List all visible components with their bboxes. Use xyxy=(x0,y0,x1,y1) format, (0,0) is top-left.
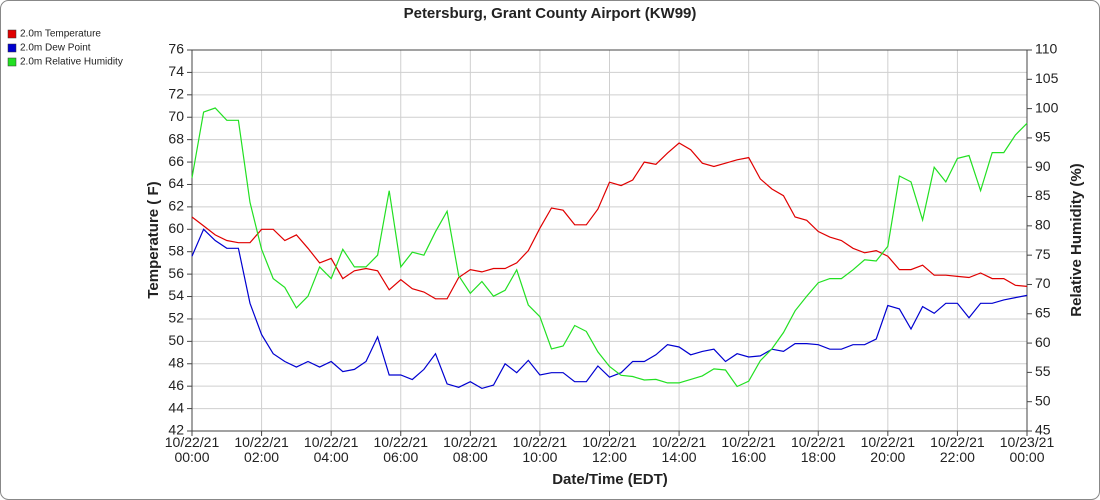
legend-swatch xyxy=(7,57,17,67)
y-tick-label: 42 xyxy=(168,422,184,438)
y2-tick-label: 65 xyxy=(1035,304,1051,320)
data-line xyxy=(191,228,1028,390)
x-tick-label: 10/22/21 08:00 xyxy=(443,434,498,465)
y-tick-label: 76 xyxy=(168,41,184,57)
x-axis-label: Date/Time (EDT) xyxy=(552,471,668,488)
x-tick-label: 10/22/21 10:00 xyxy=(513,434,568,465)
x-tick-label-line: 10/22/21 xyxy=(861,434,916,450)
y-tick-label: 72 xyxy=(168,86,184,102)
y2-tick-label: 95 xyxy=(1035,129,1051,145)
x-tick-label: 10/22/21 14:00 xyxy=(652,434,707,465)
x-tick-label-line: 10/22/21 xyxy=(582,434,637,450)
x-tick-label: 10/22/21 16:00 xyxy=(721,434,776,465)
y2-tick-label: 75 xyxy=(1035,246,1051,262)
y-tick-label: 44 xyxy=(168,399,184,415)
x-tick-label: 10/22/21 18:00 xyxy=(791,434,846,465)
y2-tick-label: 100 xyxy=(1035,99,1059,115)
x-tick-label-line: 22:00 xyxy=(940,449,975,465)
x-tick-label-line: 18:00 xyxy=(801,449,836,465)
y-tick-label: 54 xyxy=(168,287,184,303)
x-tick-label: 10/22/21 02:00 xyxy=(234,434,289,465)
x-tick-label: 10/23/21 00:00 xyxy=(1000,434,1055,465)
x-tick-label: 10/22/21 12:00 xyxy=(582,434,637,465)
x-tick-label-line: 06:00 xyxy=(383,449,418,465)
y-tick-label: 60 xyxy=(168,220,184,236)
x-tick-label-line: 08:00 xyxy=(453,449,488,465)
y2-tick-label: 90 xyxy=(1035,158,1051,174)
x-tick-label-line: 10/22/21 xyxy=(234,434,289,450)
y-tick-label: 46 xyxy=(168,377,184,393)
x-tick-label-line: 10/22/21 xyxy=(652,434,707,450)
y-tick-label: 56 xyxy=(168,265,184,281)
y2-axis-label: Relative Humidity (%) xyxy=(1068,163,1085,316)
y-tick-label: 62 xyxy=(168,198,184,214)
x-tick-label-line: 00:00 xyxy=(1009,449,1044,465)
x-tick-label-line: 14:00 xyxy=(662,449,697,465)
data-line xyxy=(191,142,1028,300)
y2-tick-label: 80 xyxy=(1035,217,1051,233)
y-tick-label: 70 xyxy=(168,108,184,124)
legend-label: 2.0m Relative Humidity xyxy=(20,57,123,68)
x-tick-label-line: 12:00 xyxy=(592,449,627,465)
plot-frame xyxy=(191,49,1028,432)
y2-tick-label: 110 xyxy=(1035,41,1058,57)
legend-swatch xyxy=(7,43,17,53)
legend-label: 2.0m Temperature xyxy=(20,29,101,40)
x-tick-label-line: 10/22/21 xyxy=(374,434,429,450)
y-axis-label: Temperature ( F) xyxy=(145,181,162,298)
y-tick-label: 66 xyxy=(168,153,184,169)
y-tick-label: 50 xyxy=(168,332,184,348)
x-tick-label-line: 10/22/21 xyxy=(513,434,568,450)
y-tick-label: 74 xyxy=(168,63,184,79)
x-tick-label: 10/22/21 20:00 xyxy=(861,434,916,465)
y2-tick-label: 70 xyxy=(1035,275,1051,291)
y-tick-label: 58 xyxy=(168,242,184,258)
x-tick-label: 10/22/21 04:00 xyxy=(304,434,359,465)
x-tick-label-line: 10/22/21 xyxy=(304,434,359,450)
y-tick-label: 68 xyxy=(168,130,184,146)
x-tick-label-line: 10/22/21 xyxy=(721,434,776,450)
y2-tick-label: 45 xyxy=(1035,422,1051,438)
x-tick-label-line: 10/22/21 xyxy=(165,434,220,450)
x-tick-label-line: 20:00 xyxy=(870,449,905,465)
x-tick-label-line: 10/22/21 xyxy=(791,434,846,450)
x-tick-label-line: 10:00 xyxy=(522,449,557,465)
legend-label: 2.0m Dew Point xyxy=(20,43,91,54)
x-tick-label: 10/22/21 22:00 xyxy=(930,434,985,465)
data-line xyxy=(191,107,1028,388)
y-tick-label: 52 xyxy=(168,310,184,326)
y-tick-label: 64 xyxy=(168,175,184,191)
chart-title: Petersburg, Grant County Airport (KW99) xyxy=(404,5,697,22)
y2-tick-label: 55 xyxy=(1035,363,1051,379)
y2-tick-label: 50 xyxy=(1035,392,1051,408)
x-tick-label-line: 10/22/21 xyxy=(930,434,985,450)
x-tick-label-line: 10/22/21 xyxy=(443,434,498,450)
legend-swatch xyxy=(7,29,17,39)
y2-tick-label: 105 xyxy=(1035,70,1059,86)
x-tick-label-line: 04:00 xyxy=(314,449,349,465)
x-tick-label-line: 16:00 xyxy=(731,449,766,465)
x-tick-label-line: 10/23/21 xyxy=(1000,434,1055,450)
y-tick-label: 48 xyxy=(168,354,184,370)
x-tick-label-line: 02:00 xyxy=(244,449,279,465)
y2-tick-label: 60 xyxy=(1035,334,1051,350)
x-tick-label-line: 00:00 xyxy=(174,449,209,465)
y2-tick-label: 85 xyxy=(1035,187,1051,203)
x-tick-label: 10/22/21 06:00 xyxy=(374,434,429,465)
x-tick-label: 10/22/21 00:00 xyxy=(165,434,220,465)
